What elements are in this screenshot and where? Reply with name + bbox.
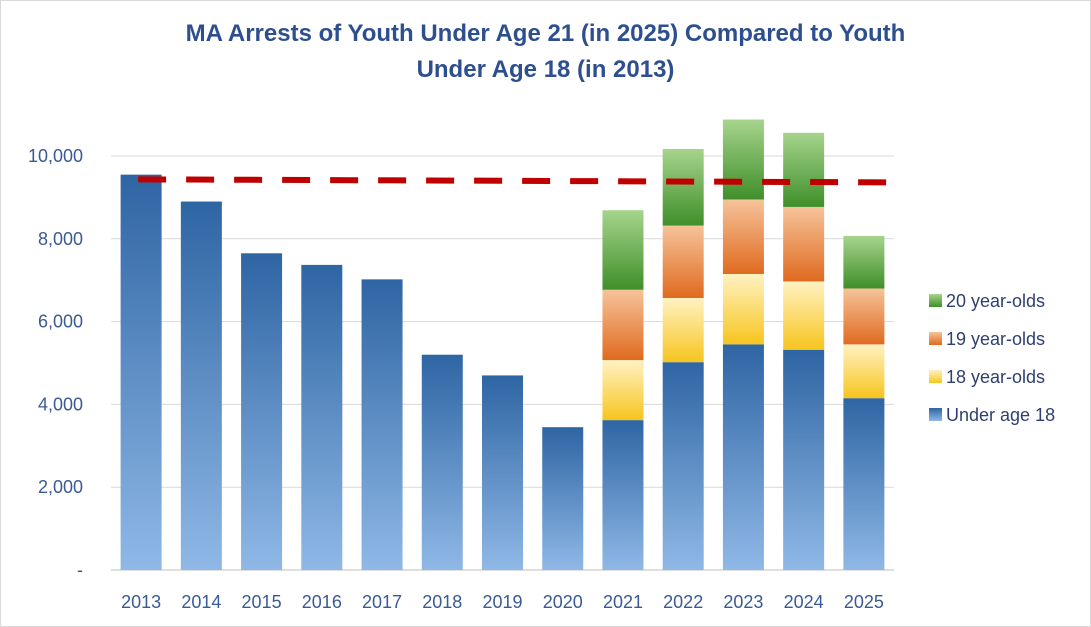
- legend-swatch: [929, 370, 942, 383]
- y-tick-label: -: [77, 560, 83, 580]
- x-tick-label: 2023: [723, 592, 763, 612]
- x-tick-label: 2024: [784, 592, 824, 612]
- legend-label: Under age 18: [946, 405, 1055, 425]
- x-tick-label: 2025: [844, 592, 884, 612]
- x-tick-label: 2013: [121, 592, 161, 612]
- y-tick-label: 6,000: [38, 312, 83, 332]
- x-axis-ticks: 2013 2014 2015 2016 2017 2018 2019 2020 2021 2022…: [121, 592, 884, 612]
- y-tick-label: 4,000: [38, 394, 83, 414]
- bar-under-age-18-2016: [301, 264, 343, 570]
- bar-under-age-18-2025: [843, 398, 885, 570]
- bar-18-year-olds-2023: [722, 273, 764, 345]
- x-tick-label: 2021: [603, 592, 643, 612]
- bar-20-year-olds-2025: [843, 235, 885, 289]
- reference-line-group: [138, 176, 888, 186]
- bar-19-year-olds-2025: [843, 288, 885, 345]
- x-tick-label: 2015: [242, 592, 282, 612]
- bar-under-age-18-2023: [722, 344, 764, 570]
- x-tick-label: 2016: [302, 592, 342, 612]
- y-axis-ticks: - 2,000 4,000 6,000 8,000 10,000: [28, 146, 83, 580]
- bar-under-age-18-2022: [662, 362, 704, 570]
- bar-under-age-18-2018: [421, 354, 463, 570]
- bar-18-year-olds-2021: [602, 360, 644, 421]
- bar-19-year-olds-2024: [783, 206, 825, 282]
- bar-under-age-18-2013: [120, 174, 162, 570]
- bar-under-age-18-2021: [602, 420, 644, 570]
- legend-label: 19 year-olds: [946, 329, 1045, 349]
- x-tick-label: 2017: [362, 592, 402, 612]
- bar-20-year-olds-2022: [662, 148, 704, 226]
- x-tick-label: 2020: [543, 592, 583, 612]
- bar-19-year-olds-2023: [722, 199, 764, 274]
- bar-under-age-18-2015: [241, 253, 283, 571]
- bar-18-year-olds-2022: [662, 298, 704, 363]
- bar-20-year-olds-2023: [722, 119, 764, 200]
- x-tick-label: 2014: [181, 592, 221, 612]
- bar-20-year-olds-2024: [783, 132, 825, 207]
- reference-line: [138, 176, 888, 186]
- bars: [120, 119, 885, 571]
- bar-under-age-18-2017: [361, 279, 403, 570]
- x-tick-label: 2018: [422, 592, 462, 612]
- bar-18-year-olds-2025: [843, 344, 885, 399]
- legend-label: 18 year-olds: [946, 367, 1045, 387]
- legend-swatch: [929, 294, 942, 307]
- legend: 20 year-olds 19 year-olds 18 year-olds Unde…: [929, 291, 1055, 425]
- x-tick-label: 2022: [663, 592, 703, 612]
- x-tick-label: 2019: [482, 592, 522, 612]
- legend-swatch: [929, 408, 942, 421]
- y-tick-label: 2,000: [38, 477, 83, 497]
- bar-under-age-18-2020: [542, 427, 584, 570]
- bar-18-year-olds-2024: [783, 281, 825, 350]
- legend-label: 20 year-olds: [946, 291, 1045, 311]
- y-tick-label: 10,000: [28, 146, 83, 166]
- bar-under-age-18-2014: [180, 201, 222, 571]
- bar-19-year-olds-2022: [662, 225, 704, 299]
- y-tick-label: 8,000: [38, 229, 83, 249]
- bar-under-age-18-2019: [482, 375, 523, 570]
- bar-under-age-18-2024: [783, 349, 825, 570]
- legend-swatch: [929, 332, 942, 345]
- bar-20-year-olds-2021: [602, 210, 644, 290]
- bar-19-year-olds-2021: [602, 289, 644, 361]
- chart-title-line-2: Under Age 18 (in 2013): [416, 56, 675, 83]
- chart-title-line-1: MA Arrests of Youth Under Age 21 (in 202…: [185, 20, 906, 47]
